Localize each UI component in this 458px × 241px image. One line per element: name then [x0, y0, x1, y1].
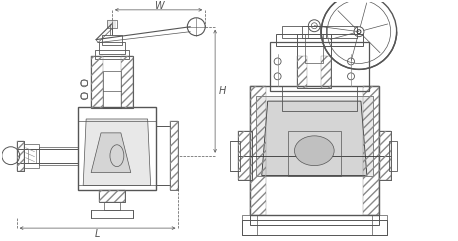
Bar — [250, 215, 379, 225]
Polygon shape — [262, 101, 367, 175]
Bar — [95, 50, 129, 60]
Bar — [250, 86, 379, 215]
Bar — [104, 202, 120, 210]
Bar — [282, 86, 357, 111]
Bar — [321, 56, 331, 88]
Bar — [24, 144, 38, 167]
Bar — [276, 34, 363, 46]
Bar — [308, 26, 320, 38]
Bar — [250, 86, 266, 215]
Polygon shape — [91, 133, 131, 173]
Bar — [91, 210, 133, 218]
Bar — [297, 34, 331, 88]
Bar — [16, 141, 24, 171]
Ellipse shape — [294, 136, 334, 166]
Bar — [91, 56, 133, 108]
Bar — [99, 190, 125, 202]
Bar — [302, 26, 326, 38]
Bar — [27, 149, 36, 163]
Bar — [270, 42, 369, 91]
Polygon shape — [256, 96, 373, 175]
Bar — [379, 131, 391, 181]
Bar — [16, 141, 24, 171]
Bar — [81, 93, 87, 98]
Bar — [288, 131, 341, 175]
Bar — [389, 141, 397, 171]
Bar — [238, 131, 252, 181]
Bar — [363, 86, 379, 215]
Bar — [238, 131, 250, 181]
Text: L: L — [94, 229, 100, 239]
Bar — [78, 107, 156, 190]
Bar — [372, 215, 387, 235]
Bar — [230, 141, 240, 171]
Bar — [305, 34, 323, 63]
Bar — [170, 121, 179, 190]
Text: H: H — [218, 86, 226, 96]
Bar — [379, 131, 391, 181]
Bar — [99, 190, 125, 202]
Bar — [102, 35, 122, 45]
Bar — [81, 80, 87, 85]
Bar — [38, 147, 78, 165]
Bar — [121, 56, 133, 108]
Bar — [99, 42, 125, 54]
Bar — [107, 20, 117, 28]
Bar — [297, 56, 307, 88]
Bar — [170, 121, 179, 190]
Bar — [242, 215, 257, 235]
Text: W: W — [154, 1, 164, 11]
Bar — [282, 26, 357, 38]
Polygon shape — [83, 119, 151, 185]
Bar — [103, 71, 121, 108]
Bar — [91, 56, 103, 108]
Bar — [242, 220, 387, 235]
